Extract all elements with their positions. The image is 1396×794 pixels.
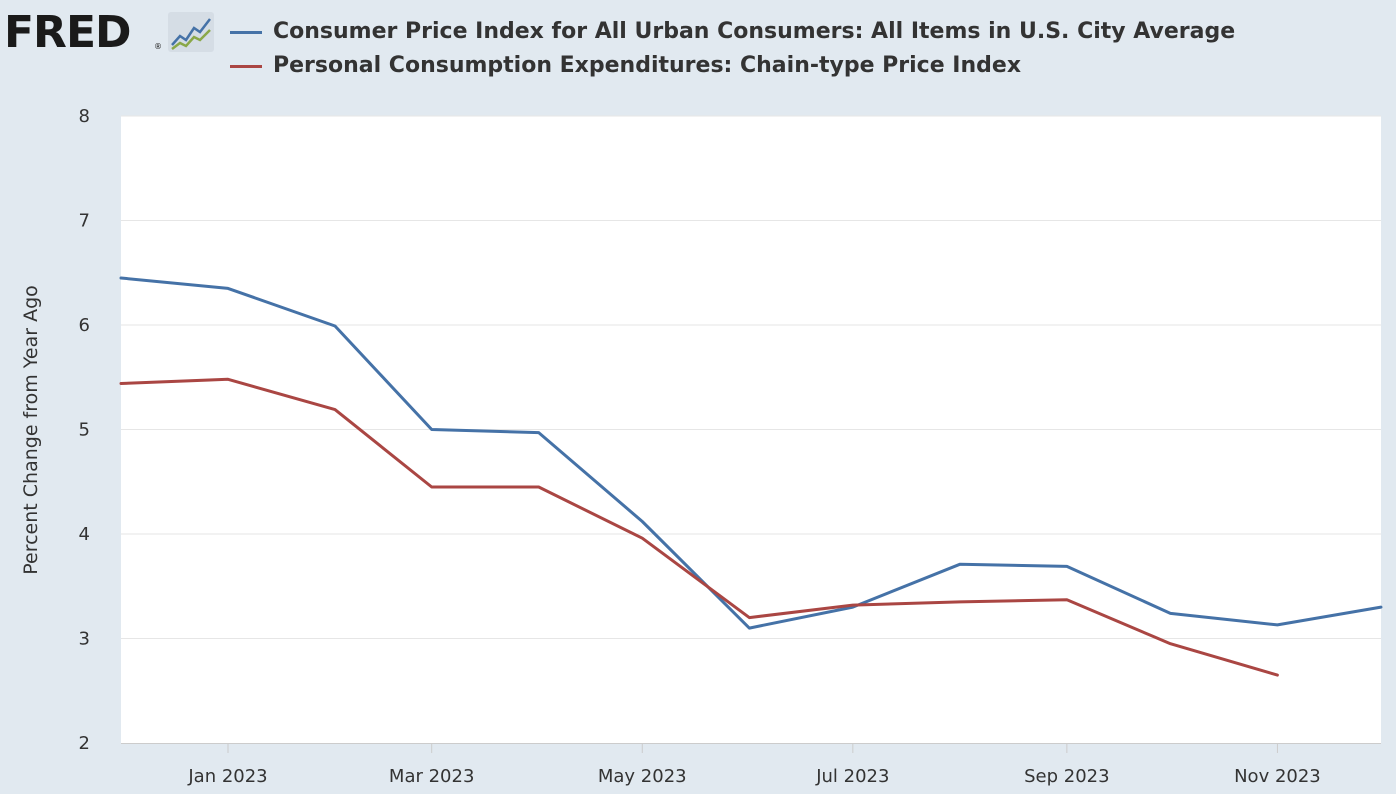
y-tick-label: 2 [79, 733, 90, 754]
legend-swatch-cpi [230, 31, 262, 34]
data-point[interactable] [958, 600, 961, 603]
data-point[interactable] [1169, 612, 1172, 615]
y-tick-label: 8 [79, 106, 90, 127]
series-line-cpi[interactable] [119, 276, 1383, 630]
data-point[interactable] [227, 378, 230, 381]
data-point[interactable] [430, 428, 433, 431]
data-point[interactable] [748, 627, 751, 630]
y-tick-label: 4 [79, 524, 90, 545]
data-point[interactable] [641, 520, 644, 523]
data-point[interactable] [1169, 642, 1172, 645]
x-tick-label: May 2023 [598, 766, 687, 787]
fred-logo[interactable]: FRED [4, 7, 132, 58]
legend-label-pce: Personal Consumption Expenditures: Chain… [273, 53, 1022, 78]
data-point[interactable] [1380, 606, 1383, 609]
data-point[interactable] [334, 325, 337, 328]
data-point[interactable] [1065, 598, 1068, 601]
legend-label-cpi: Consumer Price Index for All Urban Consu… [273, 19, 1236, 44]
x-tick-label: Sep 2023 [1024, 766, 1109, 787]
x-tick-label: Jan 2023 [187, 766, 267, 787]
legend-swatch-pce [230, 65, 262, 68]
data-point[interactable] [334, 408, 337, 411]
data-point[interactable] [120, 382, 123, 385]
data-point[interactable] [1276, 674, 1279, 677]
y-tick-label: 3 [79, 629, 90, 650]
registered-mark: ® [154, 42, 162, 51]
y-axis-title: Percent Change from Year Ago [20, 285, 42, 575]
data-point[interactable] [748, 616, 751, 619]
data-point[interactable] [120, 276, 123, 279]
data-point[interactable] [537, 431, 540, 434]
x-tick-label: Mar 2023 [389, 766, 475, 787]
data-point[interactable] [227, 287, 230, 290]
x-tick-label: Jul 2023 [815, 766, 889, 787]
data-point[interactable] [1276, 623, 1279, 626]
data-point[interactable] [851, 604, 854, 607]
data-point[interactable] [641, 537, 644, 540]
y-tick-label: 7 [79, 211, 90, 232]
y-tick-label: 6 [79, 315, 90, 336]
data-point[interactable] [537, 485, 540, 488]
series-line-pce[interactable] [119, 377, 1279, 677]
data-point[interactable] [958, 563, 961, 566]
line-chart-icon [168, 12, 214, 52]
x-tick-label: Nov 2023 [1234, 766, 1321, 787]
chart-header: FRED ® Consumer Price Index for All Urba… [0, 0, 1396, 100]
data-point[interactable] [1065, 565, 1068, 568]
data-point[interactable] [430, 485, 433, 488]
y-tick-label: 5 [79, 420, 90, 441]
